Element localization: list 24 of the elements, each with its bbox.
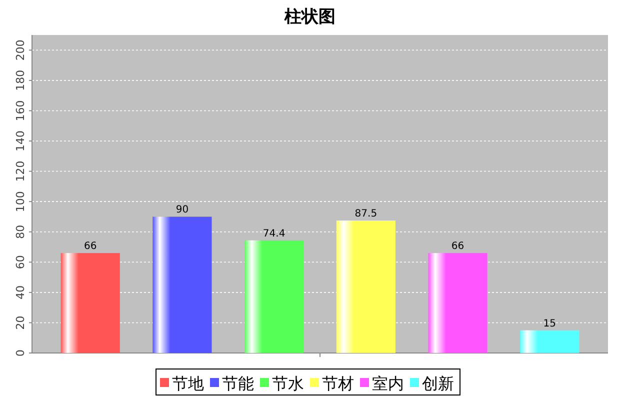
data-label: 87.5 <box>354 208 378 220</box>
y-tick-label: 20 <box>14 316 27 330</box>
y-tick-label: 200 <box>14 40 27 61</box>
y-tick-label: 40 <box>14 285 27 300</box>
y-tick-label: 120 <box>14 160 27 182</box>
legend-label: 节能 <box>222 374 254 393</box>
legend-label: 创新 <box>422 374 454 393</box>
y-tick-label: 100 <box>14 191 27 212</box>
data-label: 74.4 <box>262 228 286 240</box>
y-tick-label: 180 <box>14 70 27 91</box>
legend-label: 节材 <box>322 374 354 393</box>
legend-label: 节水 <box>272 374 304 393</box>
legend-label: 节地 <box>172 374 204 393</box>
legend-label: 室内 <box>372 374 404 393</box>
data-label: 66 <box>84 241 97 252</box>
data-label: 90 <box>176 204 189 216</box>
y-tick-label: 60 <box>14 255 27 270</box>
y-tick-label: 160 <box>14 100 27 122</box>
data-label: 15 <box>543 318 556 330</box>
data-label: 66 <box>451 241 464 252</box>
chart-title: 柱状图 <box>284 7 336 27</box>
y-tick-label: 0 <box>14 350 27 356</box>
y-tick-label: 140 <box>14 130 27 152</box>
y-tick-label: 80 <box>14 224 27 239</box>
